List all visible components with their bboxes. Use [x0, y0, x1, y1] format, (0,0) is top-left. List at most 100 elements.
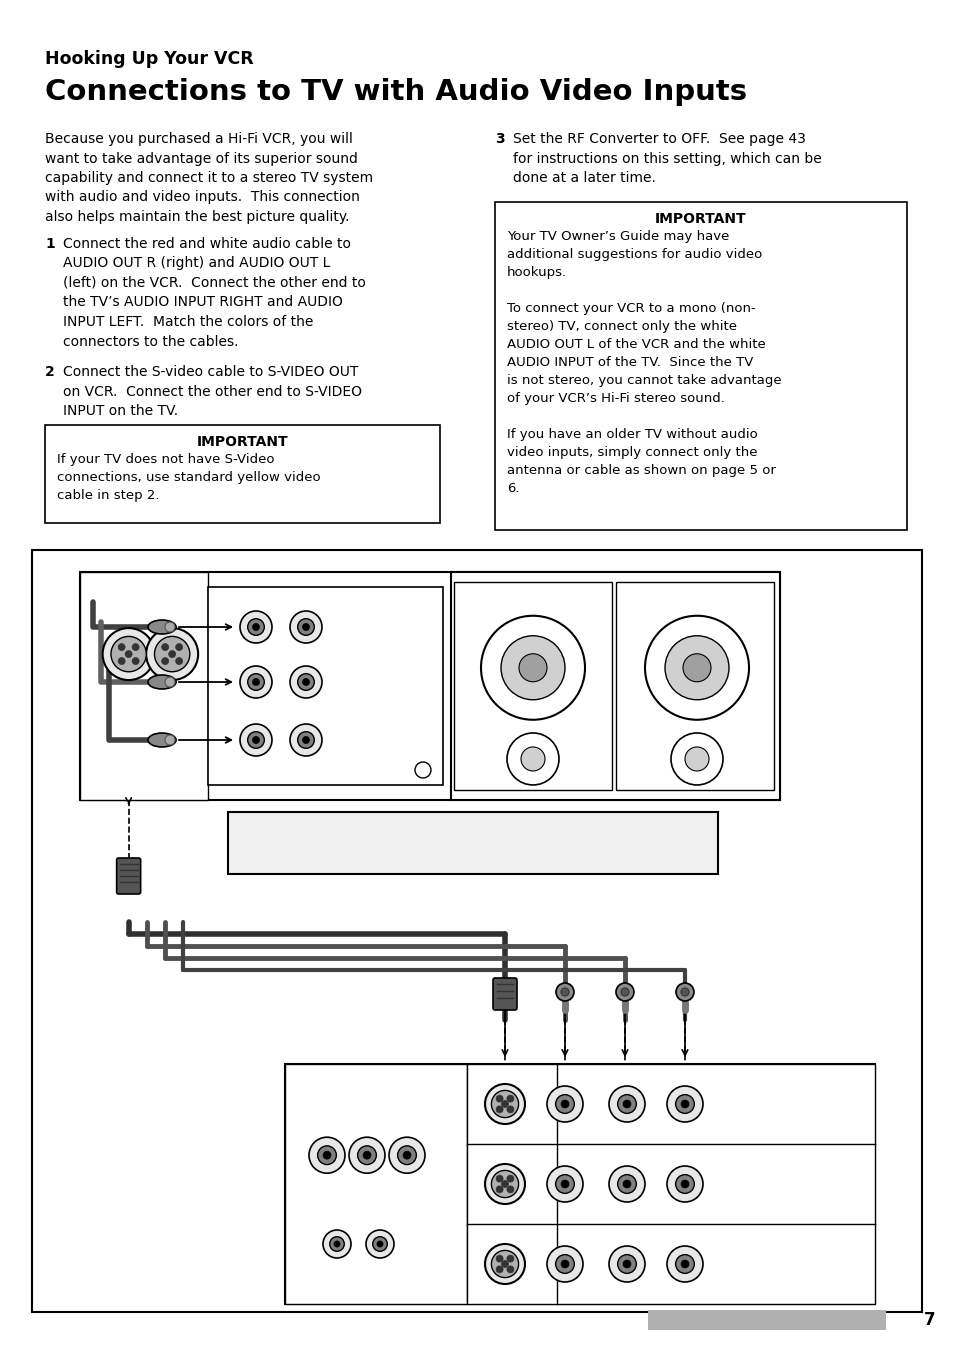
- Circle shape: [297, 619, 314, 635]
- Bar: [285, 1064, 874, 1303]
- Circle shape: [518, 654, 546, 681]
- Circle shape: [253, 623, 259, 630]
- Circle shape: [253, 679, 259, 685]
- Bar: [467, 1064, 874, 1303]
- Circle shape: [491, 1171, 518, 1198]
- Circle shape: [680, 988, 688, 996]
- Circle shape: [323, 1230, 351, 1257]
- Circle shape: [132, 657, 139, 665]
- Circle shape: [506, 733, 558, 786]
- Circle shape: [616, 983, 634, 1000]
- Circle shape: [675, 1175, 694, 1194]
- Text: 2: 2: [45, 365, 54, 379]
- Circle shape: [501, 1101, 508, 1107]
- Circle shape: [622, 1180, 630, 1188]
- Circle shape: [506, 1175, 514, 1182]
- Circle shape: [560, 1101, 568, 1107]
- Circle shape: [297, 731, 314, 748]
- Bar: [80, 572, 208, 800]
- Circle shape: [484, 1244, 524, 1284]
- Circle shape: [608, 1086, 644, 1122]
- Circle shape: [676, 983, 693, 1000]
- Circle shape: [373, 1237, 387, 1252]
- FancyBboxPatch shape: [493, 977, 517, 1010]
- Circle shape: [608, 1165, 644, 1202]
- Text: IMPORTANT: IMPORTANT: [655, 212, 746, 226]
- Circle shape: [520, 746, 544, 771]
- Circle shape: [317, 1146, 336, 1164]
- Circle shape: [349, 1137, 385, 1174]
- Bar: [451, 572, 780, 800]
- Circle shape: [302, 737, 309, 744]
- Circle shape: [302, 623, 309, 630]
- Circle shape: [297, 673, 314, 691]
- Text: If your TV does not have S-Video
connections, use standard yellow video
cable in: If your TV does not have S-Video connect…: [57, 453, 320, 502]
- Circle shape: [608, 1247, 644, 1282]
- Circle shape: [506, 1186, 514, 1192]
- Circle shape: [675, 1255, 694, 1274]
- Ellipse shape: [165, 677, 174, 687]
- Circle shape: [169, 650, 175, 657]
- Circle shape: [357, 1146, 376, 1164]
- Circle shape: [154, 637, 190, 672]
- Circle shape: [496, 1106, 502, 1113]
- Circle shape: [546, 1165, 582, 1202]
- Circle shape: [664, 635, 728, 700]
- Circle shape: [496, 1175, 502, 1182]
- Text: IMPORTANT: IMPORTANT: [196, 435, 288, 449]
- Circle shape: [240, 725, 272, 756]
- Circle shape: [330, 1237, 344, 1252]
- Circle shape: [253, 737, 259, 744]
- Circle shape: [363, 1152, 371, 1159]
- Circle shape: [480, 615, 584, 719]
- Bar: [45, 425, 439, 523]
- Circle shape: [680, 1260, 688, 1268]
- Circle shape: [302, 679, 309, 685]
- Circle shape: [622, 1260, 630, 1268]
- Circle shape: [402, 1152, 411, 1159]
- Circle shape: [118, 657, 125, 665]
- Circle shape: [617, 1095, 636, 1113]
- Ellipse shape: [165, 622, 174, 631]
- Circle shape: [506, 1095, 514, 1102]
- Circle shape: [555, 1175, 574, 1194]
- Circle shape: [496, 1265, 502, 1272]
- Text: Connect the S-video cable to S-VIDEO OUT
on VCR.  Connect the other end to S-VID: Connect the S-video cable to S-VIDEO OUT…: [63, 365, 361, 418]
- Circle shape: [309, 1137, 345, 1174]
- Circle shape: [560, 1180, 568, 1188]
- Circle shape: [555, 1095, 574, 1113]
- Ellipse shape: [148, 621, 175, 634]
- Circle shape: [248, 673, 264, 691]
- Bar: [616, 581, 773, 790]
- Circle shape: [560, 988, 568, 996]
- Circle shape: [546, 1247, 582, 1282]
- Circle shape: [323, 1152, 331, 1159]
- Circle shape: [506, 1255, 514, 1263]
- Circle shape: [682, 654, 710, 681]
- Circle shape: [118, 644, 125, 650]
- Text: 3: 3: [495, 132, 504, 146]
- Circle shape: [680, 1101, 688, 1107]
- Circle shape: [146, 629, 198, 680]
- Circle shape: [555, 1255, 574, 1274]
- Text: 1: 1: [45, 237, 54, 251]
- Text: Your TV Owner’s Guide may have
additional suggestions for audio video
hookups.

: Your TV Owner’s Guide may have additiona…: [506, 230, 781, 495]
- Circle shape: [290, 725, 322, 756]
- Text: Hooking Up Your VCR: Hooking Up Your VCR: [45, 50, 253, 68]
- Circle shape: [175, 657, 182, 665]
- Circle shape: [620, 988, 628, 996]
- Circle shape: [240, 667, 272, 698]
- Circle shape: [125, 650, 132, 657]
- Bar: [228, 813, 718, 873]
- Text: 7: 7: [923, 1311, 935, 1329]
- Text: Connect the red and white audio cable to
AUDIO OUT R (right) and AUDIO OUT L
(le: Connect the red and white audio cable to…: [63, 237, 366, 349]
- Circle shape: [506, 1265, 514, 1272]
- Circle shape: [670, 733, 722, 786]
- Circle shape: [560, 1260, 568, 1268]
- Circle shape: [334, 1241, 339, 1247]
- Circle shape: [491, 1091, 518, 1118]
- Circle shape: [496, 1255, 502, 1263]
- Circle shape: [240, 611, 272, 644]
- Bar: [80, 572, 780, 800]
- FancyBboxPatch shape: [116, 859, 140, 894]
